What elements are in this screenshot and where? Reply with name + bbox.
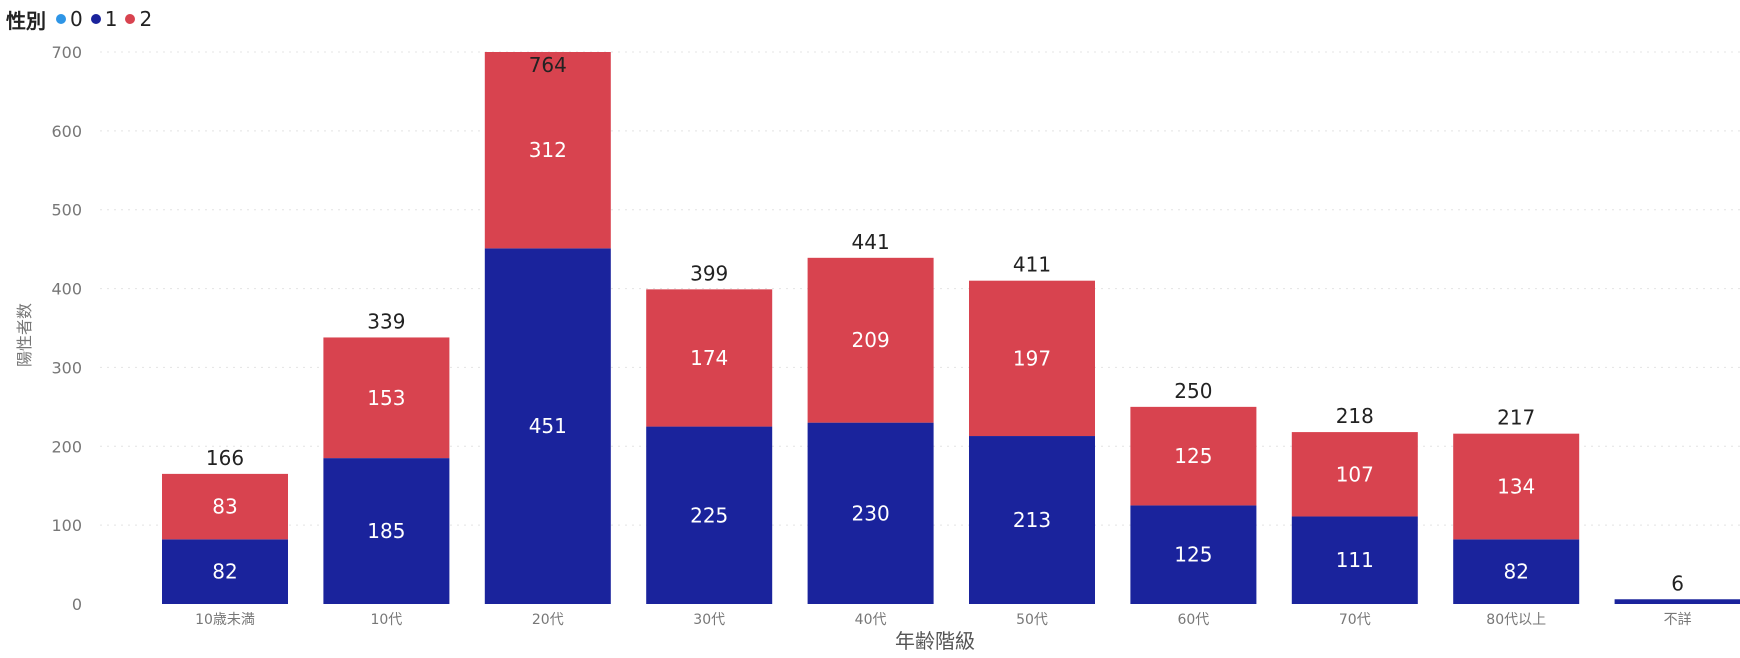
bar-segment-series-2[interactable] [1453, 433, 1580, 540]
bar-segment-series-1[interactable] [1291, 516, 1418, 604]
x-tick-label: 不詳 [1664, 612, 1692, 628]
total-label: 217 [1497, 406, 1535, 430]
x-tick-label: 10歳未満 [195, 612, 255, 628]
data-label: 125 [1174, 543, 1212, 567]
x-axis-ticks: 10歳未満 10代 20代 30代 40代 50代 60代 70代 80代以上 不詳 [195, 612, 1692, 628]
data-label: 83 [212, 495, 237, 519]
total-label: 166 [206, 446, 244, 470]
x-tick-label: 50代 [1016, 612, 1048, 628]
data-label: 82 [1503, 560, 1528, 584]
y-tick-label: 500 [51, 201, 82, 220]
x-axis-title: 年齢階級 [895, 629, 975, 653]
legend-item-2[interactable]: 2 [125, 7, 152, 31]
bar-segment-series-2[interactable] [969, 280, 1095, 437]
data-label: 312 [529, 138, 567, 162]
total-label: 250 [1174, 379, 1212, 403]
bar-segment-series-2[interactable] [484, 52, 611, 249]
y-tick-label: 400 [51, 280, 82, 299]
y-tick-label: 200 [51, 437, 82, 456]
legend-item-0[interactable]: 0 [56, 7, 83, 31]
bar-segment-series-1[interactable] [1614, 599, 1740, 604]
legend-dot-1 [90, 14, 101, 24]
y-tick-label: 700 [51, 43, 82, 62]
total-label: 6 [1671, 571, 1684, 595]
legend-dot-2 [125, 14, 136, 24]
data-label: 111 [1336, 548, 1374, 572]
x-tick-label: 70代 [1339, 612, 1371, 628]
total-label: 411 [1013, 253, 1051, 277]
bar-segment-series-1[interactable] [323, 458, 450, 604]
data-label: 213 [1013, 508, 1051, 532]
bar-segment-series-1[interactable] [646, 426, 773, 604]
legend-label-0: 0 [70, 7, 83, 31]
data-label: 134 [1497, 475, 1535, 499]
bar-segment-series-2[interactable] [1130, 406, 1257, 506]
data-label: 230 [852, 501, 890, 525]
data-label: 174 [690, 346, 728, 370]
bar-segment-series-1[interactable] [1130, 505, 1257, 604]
total-label: 218 [1336, 404, 1374, 428]
data-label: 225 [690, 503, 728, 527]
legend: 性別 0 1 2 [6, 4, 160, 34]
bar-segment-series-2[interactable] [162, 473, 288, 540]
bar-segment-series-1[interactable] [162, 539, 288, 604]
x-tick-label: 60代 [1177, 612, 1209, 628]
y-axis-ticks: 0 100 200 300 400 500 600 700 [51, 43, 82, 614]
bar-segment-series-2[interactable] [646, 289, 773, 427]
bar-segment-series-2[interactable] [1291, 432, 1418, 517]
y-tick-label: 0 [72, 595, 82, 614]
data-label: 153 [367, 386, 405, 410]
bar-segment-series-2[interactable] [323, 337, 450, 459]
data-label: 451 [529, 414, 567, 438]
bars: 82 83 166 185 153 339 451 312 764 225 174 399 230 209… [162, 52, 1740, 604]
y-tick-label: 300 [51, 358, 82, 377]
data-label: 185 [367, 519, 405, 543]
legend-dot-0 [56, 14, 66, 24]
y-tick-label: 600 [51, 122, 82, 141]
data-label: 197 [1013, 346, 1051, 370]
legend-label-1: 1 [104, 7, 118, 31]
bar-segment-series-1[interactable] [1453, 539, 1580, 604]
y-tick-label: 100 [51, 516, 82, 535]
legend-label-2: 2 [139, 7, 153, 31]
total-label: 339 [367, 309, 405, 333]
data-label: 125 [1174, 444, 1212, 468]
data-label: 82 [212, 560, 237, 584]
x-tick-label: 10代 [370, 612, 402, 628]
total-label: 441 [852, 230, 890, 254]
x-tick-label: 80代以上 [1486, 612, 1546, 628]
data-label: 209 [852, 328, 890, 352]
bar-segment-series-1[interactable] [969, 436, 1095, 604]
data-label: 107 [1336, 462, 1374, 486]
y-axis-title: 陽性者数 [15, 303, 34, 367]
bar-segment-series-2[interactable] [807, 257, 934, 423]
total-label: 764 [529, 53, 567, 77]
legend-item-1[interactable]: 1 [90, 7, 118, 31]
legend-title: 性別 [6, 8, 46, 33]
bar-segment-series-1[interactable] [484, 248, 611, 604]
total-label: 399 [690, 261, 728, 285]
x-tick-label: 30代 [693, 612, 725, 628]
x-tick-label: 40代 [855, 612, 887, 628]
x-tick-label: 20代 [532, 612, 564, 628]
bar-segment-series-1[interactable] [807, 422, 934, 604]
